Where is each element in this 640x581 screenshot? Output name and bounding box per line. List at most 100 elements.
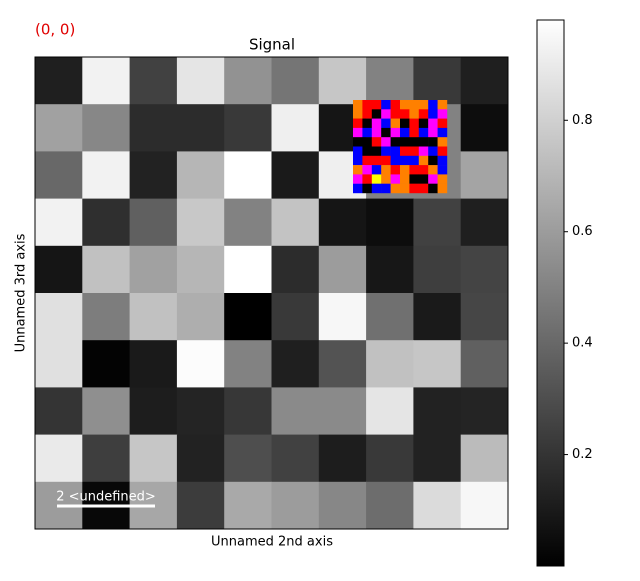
roi-pixel xyxy=(390,146,401,156)
roi-pixel xyxy=(362,118,372,129)
cell xyxy=(366,481,414,530)
roi-pixel xyxy=(400,183,410,194)
cell xyxy=(366,245,414,294)
roi-pixel xyxy=(353,183,363,194)
roi-pixel xyxy=(381,155,391,166)
chart-title: Signal xyxy=(249,36,295,54)
cell xyxy=(82,245,131,294)
cell xyxy=(224,481,272,530)
roi-pixel xyxy=(353,174,363,184)
roi-pixel xyxy=(418,165,429,175)
cell xyxy=(318,481,367,530)
cell xyxy=(35,340,83,388)
cell xyxy=(413,198,462,247)
roi-pixel xyxy=(428,165,438,175)
roi-pixel xyxy=(381,109,391,119)
roi-pixel xyxy=(409,183,419,194)
roi-pixel xyxy=(381,165,391,175)
cell xyxy=(224,57,272,105)
cell xyxy=(129,104,178,152)
roi-pixel xyxy=(428,109,438,119)
roi-pixel xyxy=(418,155,429,166)
roi-pixel xyxy=(409,118,419,129)
cell xyxy=(271,434,320,483)
roi-pixel xyxy=(409,155,419,166)
cell xyxy=(460,387,509,436)
roi-pixel xyxy=(428,155,438,166)
cell xyxy=(176,151,225,200)
cell xyxy=(176,293,225,341)
roi-pixel xyxy=(400,137,410,147)
cell xyxy=(366,387,414,436)
roi-pixel xyxy=(428,183,438,194)
cell xyxy=(176,104,225,152)
cell xyxy=(176,434,225,483)
cell xyxy=(366,57,414,105)
cell xyxy=(318,198,367,247)
cell xyxy=(271,340,320,388)
roi-pixel xyxy=(353,109,363,119)
roi-pixel xyxy=(428,137,438,147)
roi-overlay xyxy=(353,100,448,194)
roi-pixel xyxy=(418,137,429,147)
roi-pixel xyxy=(381,137,391,147)
cell xyxy=(366,198,414,247)
roi-pixel xyxy=(381,183,391,194)
cell xyxy=(176,340,225,388)
roi-pixel xyxy=(400,146,410,156)
roi-pixel xyxy=(418,100,429,110)
cell xyxy=(318,434,367,483)
roi-pixel xyxy=(428,146,438,156)
roi-pixel xyxy=(353,137,363,147)
roi-pixel xyxy=(362,183,372,194)
roi-pixel xyxy=(437,118,448,129)
colorbar-tick-label: 0.6 xyxy=(572,224,593,239)
cell xyxy=(35,198,83,247)
cell xyxy=(413,340,462,388)
cell xyxy=(224,387,272,436)
cell xyxy=(413,387,462,436)
roi-pixel xyxy=(409,146,419,156)
roi-pixel xyxy=(381,118,391,129)
cell xyxy=(413,481,462,530)
cell xyxy=(318,245,367,294)
roi-pixel xyxy=(400,100,410,110)
cell xyxy=(176,57,225,105)
roi-pixel xyxy=(390,174,401,184)
cell xyxy=(224,151,272,200)
roi-pixel xyxy=(409,127,419,138)
roi-pixel xyxy=(418,127,429,138)
cell xyxy=(129,198,178,247)
roi-pixel xyxy=(353,155,363,166)
colorbar xyxy=(536,19,565,567)
colorbar-tick-label: 0.8 xyxy=(572,113,593,128)
cell xyxy=(271,57,320,105)
cell xyxy=(413,57,462,105)
roi-pixel xyxy=(390,165,401,175)
roi-pixel xyxy=(437,183,448,194)
scale-bar-label: 2 <undefined> xyxy=(56,490,156,505)
cell xyxy=(129,434,178,483)
roi-pixel xyxy=(381,127,391,138)
cell xyxy=(82,198,131,247)
roi-pixel xyxy=(371,174,382,184)
roi-pixel xyxy=(409,109,419,119)
roi-pixel xyxy=(390,109,401,119)
cell xyxy=(82,387,131,436)
colorbar-tick-label: 0.4 xyxy=(572,336,593,351)
roi-pixel xyxy=(353,165,363,175)
roi-pixel xyxy=(362,109,372,119)
cell xyxy=(460,481,509,530)
roi-pixel xyxy=(362,137,372,147)
cell xyxy=(460,340,509,388)
cell xyxy=(35,151,83,200)
cell xyxy=(82,293,131,341)
cell xyxy=(176,198,225,247)
cell xyxy=(460,104,509,152)
cell xyxy=(35,293,83,341)
roi-pixel xyxy=(353,100,363,110)
roi-pixel xyxy=(371,183,382,194)
cell xyxy=(460,434,509,483)
roi-pixel xyxy=(390,155,401,166)
